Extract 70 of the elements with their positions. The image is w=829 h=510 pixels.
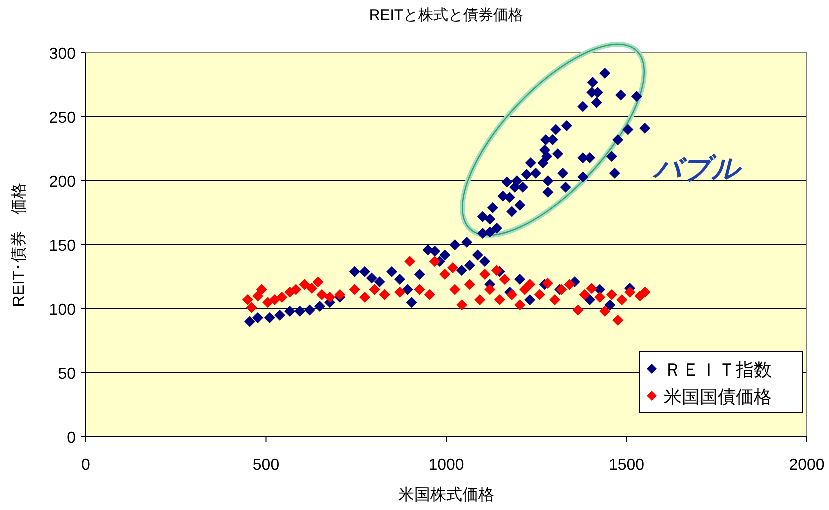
- y-tick-label: 200: [49, 174, 76, 191]
- point: [256, 284, 268, 296]
- point: [506, 289, 518, 300]
- point: [414, 284, 426, 296]
- x-tick-label: 1000: [428, 457, 464, 474]
- y-tick-label: 250: [49, 110, 76, 127]
- point: [572, 304, 584, 316]
- point: [404, 256, 416, 268]
- point: [429, 256, 440, 268]
- x-tick-label: 1500: [608, 457, 645, 474]
- point: [480, 268, 491, 280]
- point: [474, 294, 486, 306]
- annotation: バブル: [652, 153, 742, 184]
- x-tick-label: 0: [82, 457, 91, 474]
- x-tick-label: 2000: [789, 457, 825, 474]
- point: [542, 278, 554, 289]
- point: [616, 294, 628, 306]
- y-tick-label: 100: [49, 302, 76, 319]
- point: [424, 289, 436, 300]
- legend-label: 米国国債価格: [664, 387, 772, 407]
- point: [246, 302, 258, 314]
- point: [269, 294, 280, 306]
- point: [520, 284, 531, 296]
- point: [299, 279, 310, 290]
- point: [379, 289, 390, 300]
- point: [324, 292, 336, 303]
- point: [586, 283, 598, 294]
- x-axis-title: 米国株式価格: [398, 486, 494, 504]
- point: [514, 300, 526, 311]
- y-axis-title: REIT･債券 価格: [10, 182, 28, 308]
- x-tick-label: 500: [252, 457, 280, 474]
- point: [624, 286, 636, 298]
- point: [242, 294, 254, 306]
- point: [612, 315, 624, 326]
- point: [524, 279, 536, 290]
- point: [360, 292, 371, 303]
- y-tick-label: 0: [67, 430, 76, 447]
- point: [312, 276, 324, 288]
- point: [252, 290, 264, 302]
- y-tick-label: 300: [49, 46, 76, 63]
- point: [484, 284, 496, 296]
- point: [306, 283, 318, 294]
- point: [606, 289, 618, 300]
- point: [534, 289, 546, 300]
- point: [447, 262, 458, 274]
- y-tick-label: 150: [49, 238, 76, 255]
- chart-title: REITと株式と債券価格: [369, 7, 524, 24]
- point: [450, 284, 461, 296]
- point: [494, 294, 506, 306]
- point: [491, 265, 502, 276]
- point: [334, 289, 346, 300]
- point: [600, 306, 611, 318]
- point: [594, 292, 606, 303]
- point: [579, 289, 590, 300]
- point: [369, 284, 380, 296]
- point: [394, 286, 406, 298]
- point: [262, 297, 274, 308]
- point: [290, 284, 302, 296]
- point: [440, 268, 451, 280]
- point: [456, 300, 468, 311]
- point: [564, 279, 576, 290]
- point: [640, 286, 651, 298]
- point: [464, 279, 476, 290]
- point: [316, 289, 328, 300]
- point: [499, 274, 510, 286]
- point: [550, 294, 561, 306]
- legend-label: ＲＥＩＴ指数: [664, 360, 772, 380]
- point: [276, 292, 288, 303]
- y-tick-label: 50: [58, 366, 76, 383]
- point: [349, 284, 360, 296]
